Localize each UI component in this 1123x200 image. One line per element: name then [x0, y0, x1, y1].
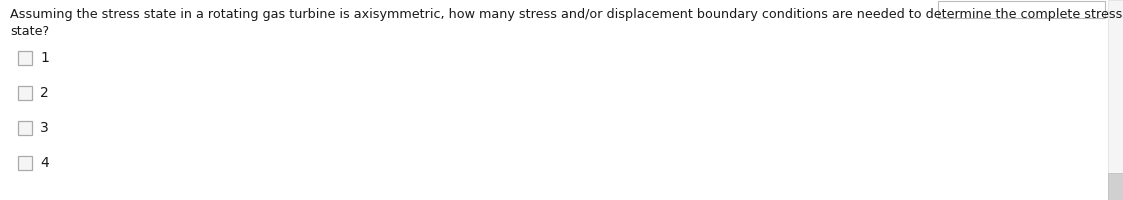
Text: 3: 3: [40, 121, 48, 135]
Bar: [938, 1, 1105, 18]
Text: 2: 2: [40, 86, 48, 100]
Text: 1: 1: [40, 51, 49, 65]
Bar: [18, 156, 31, 170]
Bar: [18, 51, 31, 65]
Bar: [1108, 173, 1123, 200]
Bar: [18, 121, 31, 135]
Bar: [18, 86, 31, 100]
Text: 4: 4: [40, 156, 48, 170]
Text: Assuming the stress state in a rotating gas turbine is axisymmetric, how many st: Assuming the stress state in a rotating …: [10, 8, 1122, 38]
Bar: [1108, 0, 1123, 200]
